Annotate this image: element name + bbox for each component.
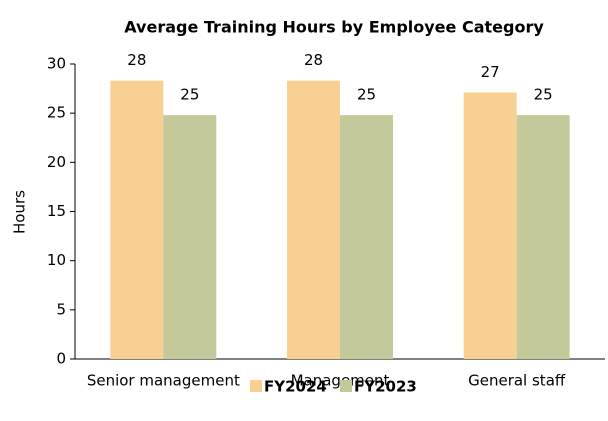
- legend-label: FY2023: [354, 378, 417, 396]
- y-tick-label: 0: [56, 350, 66, 368]
- x-tick-label: Senior management: [87, 372, 240, 390]
- data-label: 25: [534, 86, 553, 104]
- y-tick-label: 25: [47, 104, 66, 122]
- legend-label: FY2024: [264, 378, 327, 396]
- bar: [287, 80, 340, 359]
- bar: [110, 80, 164, 359]
- data-label: 28: [127, 51, 146, 69]
- bar: [340, 115, 393, 359]
- data-label: 27: [481, 63, 500, 81]
- legend-swatch: [340, 380, 352, 392]
- y-axis-label: Hours: [11, 190, 29, 234]
- x-tick-label: General staff: [468, 372, 566, 390]
- data-label: 28: [304, 51, 323, 69]
- y-tick-label: 20: [47, 153, 66, 171]
- bar: [463, 92, 517, 360]
- bar: [163, 115, 217, 359]
- y-tick-label: 5: [56, 300, 66, 318]
- y-tick-label: 10: [47, 251, 66, 269]
- data-label: 25: [357, 86, 376, 104]
- bar: [516, 115, 570, 359]
- y-tick-label: 30: [47, 55, 66, 73]
- y-tick-label: 15: [47, 202, 66, 220]
- data-label: 25: [180, 86, 199, 104]
- legend-swatch: [250, 380, 262, 392]
- chart-title: Average Training Hours by Employee Categ…: [124, 18, 544, 37]
